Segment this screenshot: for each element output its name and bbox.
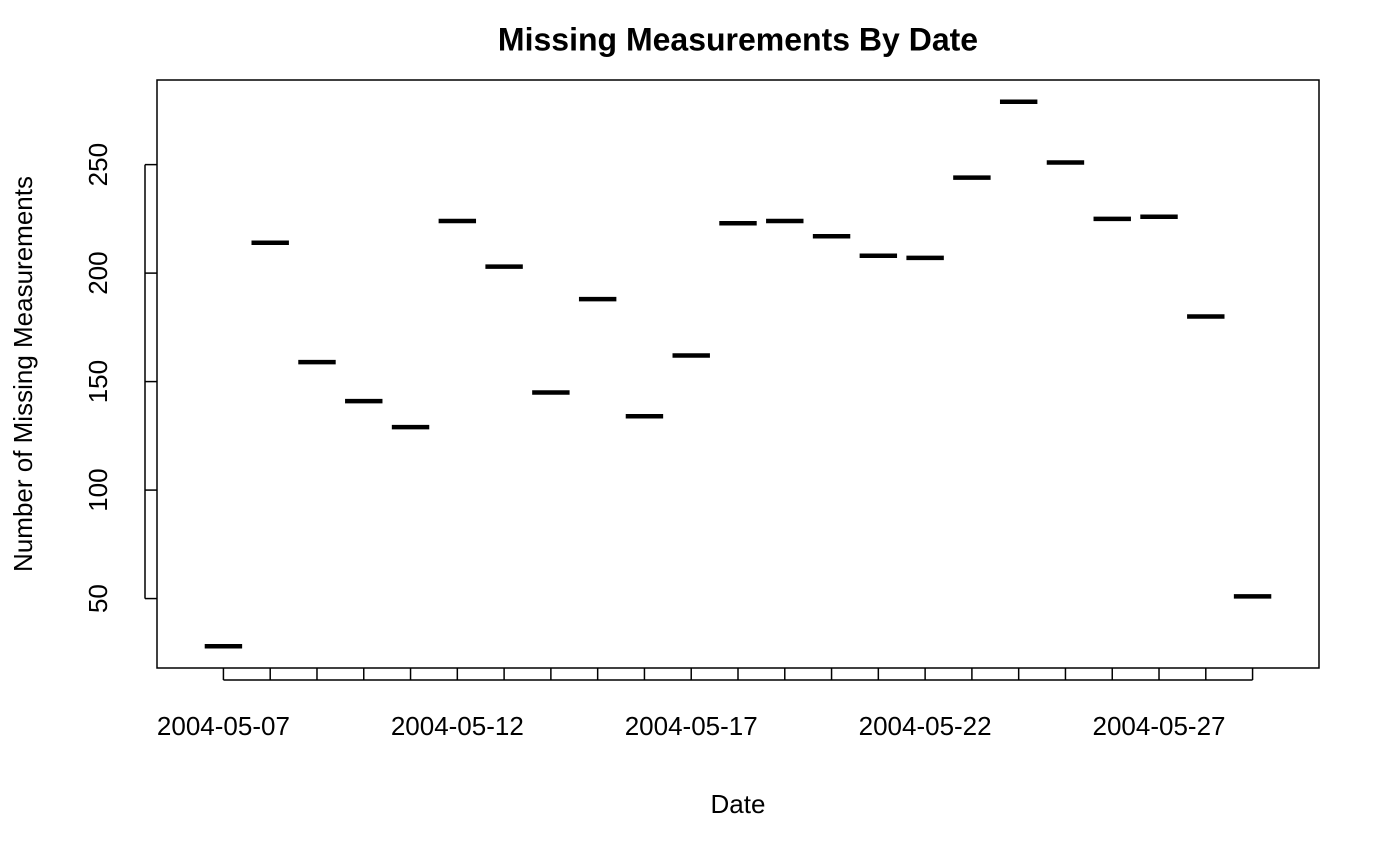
y-tick-label: 150 — [83, 360, 113, 403]
plot-frame — [156, 79, 1320, 669]
x-tick-label: 2004-05-12 — [391, 711, 524, 741]
x-tick-label: 2004-05-27 — [1093, 711, 1226, 741]
chart-title: Missing Measurements By Date — [498, 21, 978, 57]
x-tick-label: 2004-05-22 — [859, 711, 992, 741]
y-tick-label: 250 — [83, 143, 113, 186]
x-tick-label: 2004-05-17 — [625, 711, 758, 741]
y-tick-label: 200 — [83, 251, 113, 294]
x-tick-label: 2004-05-07 — [157, 711, 290, 741]
y-axis-label: Number of Missing Measurements — [8, 176, 38, 572]
y-tick-label: 100 — [83, 468, 113, 511]
y-tick-label: 50 — [83, 584, 113, 613]
x-axis-label: Date — [711, 789, 766, 819]
